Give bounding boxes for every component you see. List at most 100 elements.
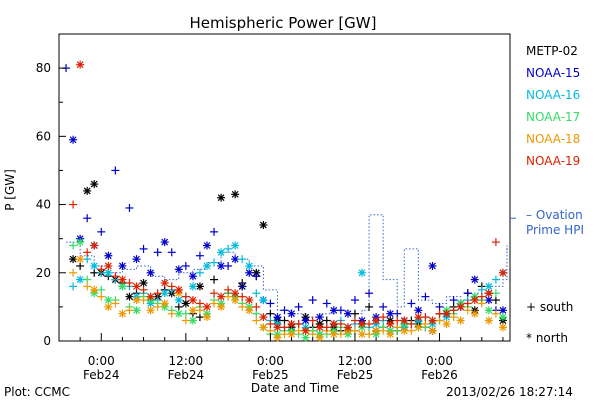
south-point (83, 248, 92, 257)
north-point (217, 302, 226, 311)
legend-entry: NOAA-18 (526, 132, 580, 146)
north-point (217, 292, 226, 301)
south-point (435, 309, 444, 318)
north-point (76, 255, 85, 264)
legend-entry: NOAA-19 (526, 154, 580, 168)
x-tick-time: 0:00 (88, 354, 115, 368)
plot-credit: Plot: CCMC (4, 385, 70, 399)
south-point (181, 316, 190, 325)
north-point (195, 282, 204, 291)
north-point (259, 323, 268, 332)
north-point (301, 316, 310, 325)
north-point (372, 316, 381, 325)
north-point (146, 268, 155, 277)
south-point (435, 316, 444, 325)
south-point (153, 302, 162, 311)
north-point (484, 296, 493, 305)
north-point (414, 313, 423, 322)
south-point (491, 238, 500, 247)
north-point (273, 333, 282, 342)
north-point (202, 302, 211, 311)
south-point (421, 313, 430, 322)
north-point (132, 306, 141, 315)
north-point (315, 313, 324, 322)
north-point (329, 319, 338, 328)
south-point (463, 306, 472, 315)
south-point (322, 316, 331, 325)
south-point (69, 268, 78, 277)
south-point (294, 302, 303, 311)
south-point (125, 306, 134, 315)
north-point (146, 306, 155, 315)
north-point (118, 282, 127, 291)
south-point (125, 279, 134, 288)
south-point (449, 313, 458, 322)
south-point (266, 319, 275, 328)
north-point (90, 241, 99, 250)
y-axis: 0 20 40 60 80 (36, 61, 66, 348)
north-point (287, 309, 296, 318)
north-point (132, 255, 141, 264)
north-point (414, 306, 423, 315)
north-point (188, 306, 197, 315)
south-point (393, 316, 402, 325)
south-point (308, 296, 317, 305)
south-point (195, 251, 204, 260)
south-point (69, 200, 78, 209)
plot-timestamp: 2013/02/26 18:27:14 (446, 385, 573, 399)
north-point (174, 265, 183, 274)
y-tick-label: 80 (36, 61, 51, 75)
north-point (83, 186, 92, 195)
south-point (491, 289, 500, 298)
north-point (358, 319, 367, 328)
north-point (315, 323, 324, 332)
x-tick-date: Feb25 (337, 368, 374, 382)
legend-entry: NOAA-16 (526, 88, 580, 102)
south-point (336, 319, 345, 328)
south-point (407, 319, 416, 328)
x-tick-date: Feb24 (168, 368, 205, 382)
south-point (195, 268, 204, 277)
north-point (188, 296, 197, 305)
south-point (294, 326, 303, 335)
north-point (470, 309, 479, 318)
south-point (379, 313, 388, 322)
south-point (69, 241, 78, 250)
south-point (181, 292, 190, 301)
south-point (174, 302, 183, 311)
legend-entry: METP-02 (526, 44, 578, 58)
north-point (69, 255, 78, 264)
south-point (280, 316, 289, 325)
north-point (90, 261, 99, 270)
north-point (456, 302, 465, 311)
south-point (83, 282, 92, 291)
south-point (322, 323, 331, 332)
north-point (386, 319, 395, 328)
south-point (167, 248, 176, 257)
south-point (491, 296, 500, 305)
north-point (104, 261, 113, 270)
ovation-hpi-line (66, 214, 508, 318)
x-tick-date: Feb26 (421, 368, 458, 382)
north-point (76, 60, 85, 69)
south-point (111, 166, 120, 175)
north-point (372, 326, 381, 335)
north-point (181, 299, 190, 308)
south-point (294, 319, 303, 328)
south-point (266, 299, 275, 308)
north-point (146, 292, 155, 301)
north-point (428, 326, 437, 335)
south-point (252, 289, 261, 298)
north-point (386, 330, 395, 339)
south-point (252, 272, 261, 281)
north-point (329, 306, 338, 315)
north-point (358, 268, 367, 277)
north-point (287, 330, 296, 339)
south-point (139, 296, 148, 305)
north-point (202, 241, 211, 250)
south-point (210, 258, 219, 267)
south-point (181, 261, 190, 270)
north-point (76, 275, 85, 284)
